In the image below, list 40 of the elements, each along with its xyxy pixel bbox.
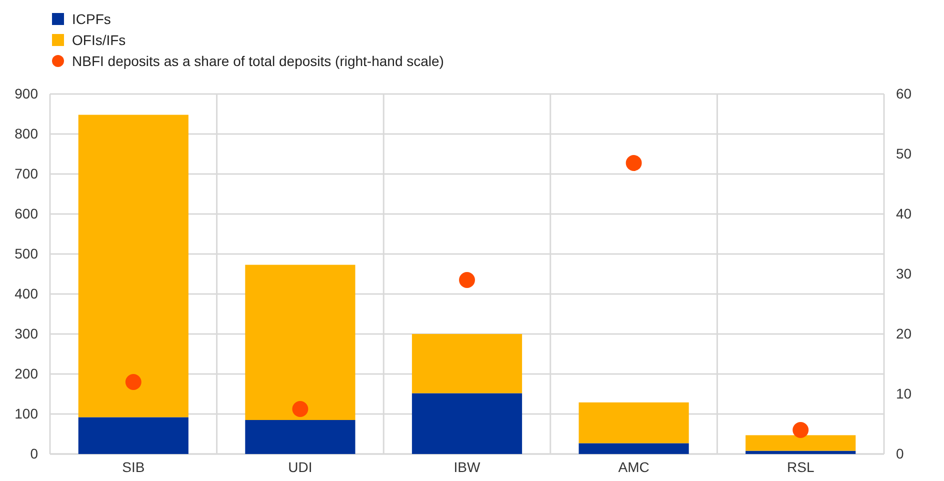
- bar: [412, 393, 522, 454]
- y-tick-label: 200: [14, 365, 38, 382]
- bar: [578, 402, 689, 444]
- x-tick-label: AMC: [618, 458, 650, 475]
- bar: [245, 264, 356, 420]
- y2-tick-label: 40: [896, 205, 912, 222]
- y-tick-label: 700: [14, 165, 38, 182]
- bar: [245, 420, 356, 454]
- y-tick-label: 600: [14, 205, 38, 222]
- y-tick-label: 0: [30, 445, 38, 462]
- y-tick-label: 100: [14, 405, 38, 422]
- x-tick-label: SIB: [122, 458, 145, 475]
- bar: [746, 435, 856, 451]
- point: [626, 155, 642, 171]
- bar: [578, 443, 689, 454]
- point: [292, 401, 308, 417]
- x-tick-label: IBW: [454, 458, 481, 475]
- point: [459, 272, 475, 288]
- legend-label: NBFI deposits as a share of total deposits (right-hand scale): [72, 53, 444, 69]
- y-tick-label: 400: [14, 285, 38, 302]
- bar: [78, 114, 188, 418]
- y-tick-label: 300: [14, 325, 38, 342]
- y2-tick-label: 20: [896, 325, 912, 342]
- x-tick-label: RSL: [786, 458, 814, 475]
- point: [125, 374, 142, 390]
- x-tick-label: UDI: [288, 458, 312, 475]
- y-tick-label: 800: [14, 125, 38, 142]
- legend-label: ICPFs: [72, 11, 111, 27]
- bar: [78, 417, 188, 454]
- y-tick-label: 500: [14, 245, 38, 262]
- point: [792, 422, 809, 438]
- y2-tick-label: 50: [896, 145, 912, 162]
- bar: [746, 450, 856, 454]
- y-tick-label: 900: [14, 85, 38, 102]
- bar: [412, 334, 522, 394]
- y2-tick-label: 0: [896, 445, 904, 462]
- y2-tick-label: 10: [896, 385, 912, 402]
- y2-tick-label: 30: [896, 265, 912, 282]
- legend-label: OFIs/IFs: [72, 32, 126, 48]
- y2-tick-label: 60: [896, 85, 912, 102]
